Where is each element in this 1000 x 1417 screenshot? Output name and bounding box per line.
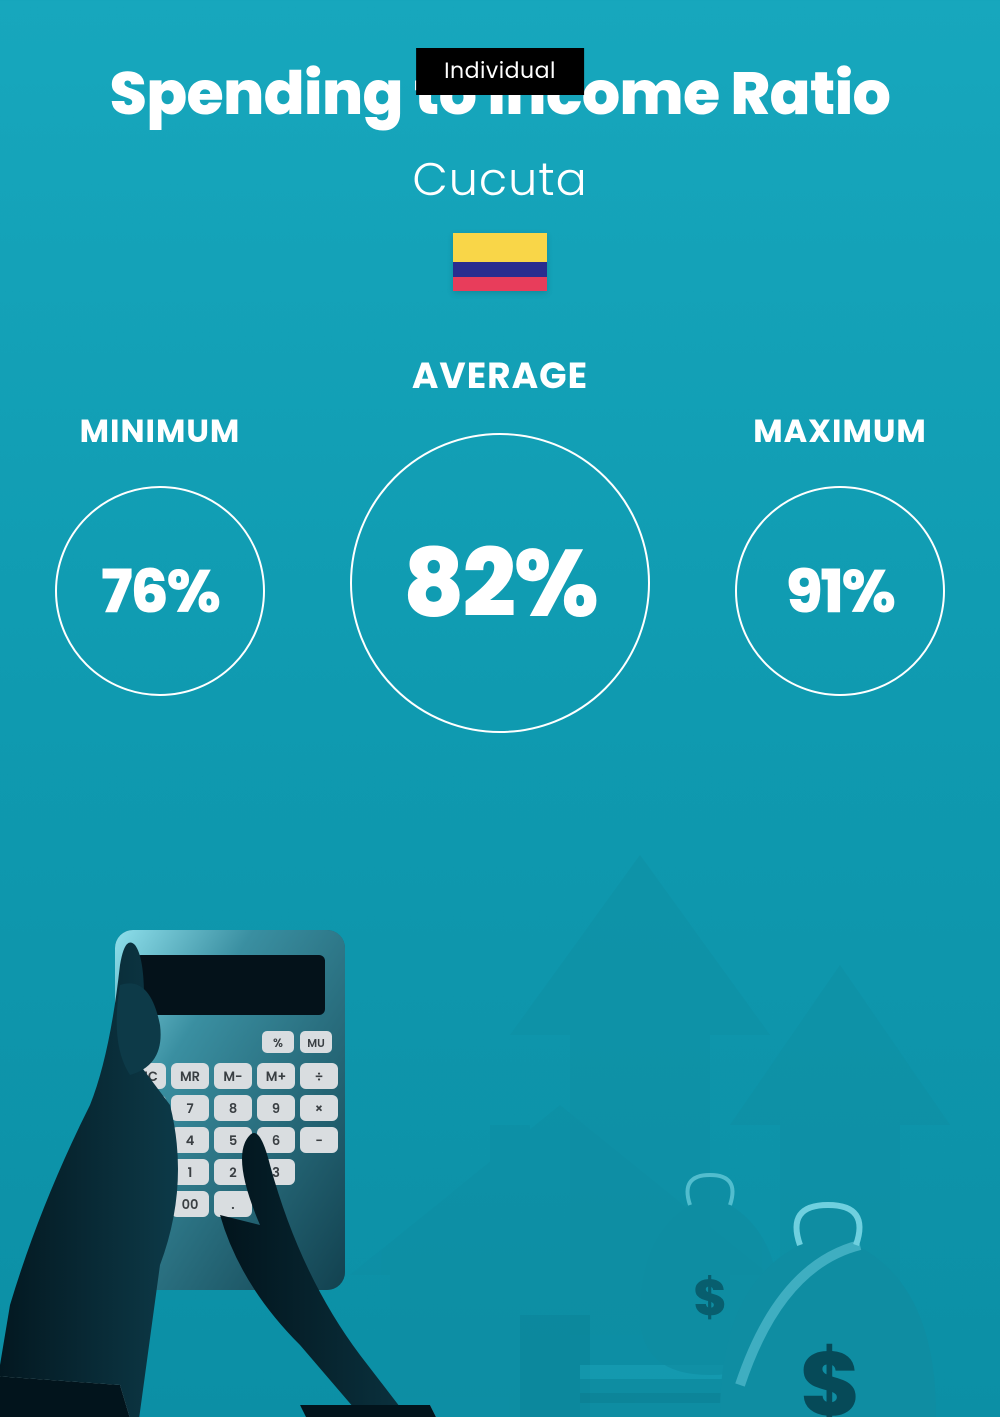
stat-maximum-value: 91%: [786, 546, 894, 636]
svg-text:1: 1: [188, 1163, 193, 1182]
stat-maximum: MAXIMUM 91%: [730, 408, 950, 696]
svg-text:6: 6: [272, 1131, 280, 1150]
svg-text:%: %: [273, 1035, 283, 1052]
stat-maximum-label: MAXIMUM: [730, 408, 950, 456]
stat-average-circle: 82%: [350, 433, 650, 733]
svg-text:8: 8: [229, 1099, 237, 1118]
city-subtitle: Cucuta: [0, 146, 1000, 215]
stat-minimum-label: MINIMUM: [50, 408, 270, 456]
stat-average-value: 82%: [403, 513, 597, 654]
svg-text:÷: ÷: [315, 1067, 323, 1086]
svg-text:0: 0: [143, 1195, 151, 1214]
arrow-up-icon: [730, 965, 950, 1365]
calculator-icon: % MU MC MR M- M+ ÷ +/- 7 8 9 × ▶ 4 5 6 −…: [115, 930, 345, 1290]
hand-left-icon: [0, 943, 178, 1417]
svg-text:MU: MU: [307, 1035, 325, 1051]
svg-text:MC: MC: [136, 1067, 158, 1086]
house-icon: [350, 1105, 770, 1417]
money-bag-icon: $: [720, 1205, 936, 1417]
stat-minimum-value: 76%: [101, 546, 219, 636]
svg-text:.: .: [231, 1195, 234, 1214]
svg-text:3: 3: [272, 1163, 280, 1182]
svg-text:2: 2: [229, 1163, 236, 1182]
finance-illustration: $ $ % MU MC: [0, 845, 1000, 1417]
category-badge: Individual: [416, 48, 584, 95]
svg-text:+/-: +/-: [136, 1099, 159, 1118]
svg-text:MR: MR: [180, 1067, 200, 1086]
money-bag-icon: $: [640, 1175, 780, 1375]
svg-text:×: ×: [315, 1099, 324, 1118]
stat-average-label: AVERAGE: [340, 348, 660, 403]
svg-text:$: $: [800, 1320, 860, 1417]
svg-text:M-: M-: [223, 1067, 242, 1086]
flag-stripe-3: [453, 277, 547, 292]
svg-text:M+: M+: [266, 1067, 286, 1086]
flag-stripe-1: [453, 233, 547, 262]
country-flag-icon: [453, 233, 547, 291]
svg-text:5: 5: [229, 1131, 237, 1150]
hand-right-icon: [220, 1133, 470, 1417]
svg-text:C/A: C/A: [136, 1165, 158, 1181]
svg-text:9: 9: [272, 1099, 280, 1118]
svg-text:7: 7: [186, 1099, 193, 1118]
stat-maximum-circle: 91%: [735, 486, 945, 696]
stat-average: AVERAGE 82%: [340, 348, 660, 733]
stat-minimum-circle: 76%: [55, 486, 265, 696]
svg-text:−: −: [315, 1131, 322, 1150]
svg-text:$: $: [693, 1262, 726, 1333]
arrow-up-icon: [510, 855, 770, 1335]
flag-stripe-2: [453, 262, 547, 277]
category-badge-label: Individual: [444, 55, 556, 86]
cash-stack-icon: [580, 1365, 750, 1417]
stats-row: MINIMUM 76% AVERAGE 82% MAXIMUM 91%: [0, 348, 1000, 768]
svg-text:00: 00: [182, 1195, 199, 1214]
stat-minimum: MINIMUM 76%: [50, 408, 270, 696]
svg-text:4: 4: [186, 1131, 195, 1150]
svg-text:▶: ▶: [141, 1131, 153, 1150]
